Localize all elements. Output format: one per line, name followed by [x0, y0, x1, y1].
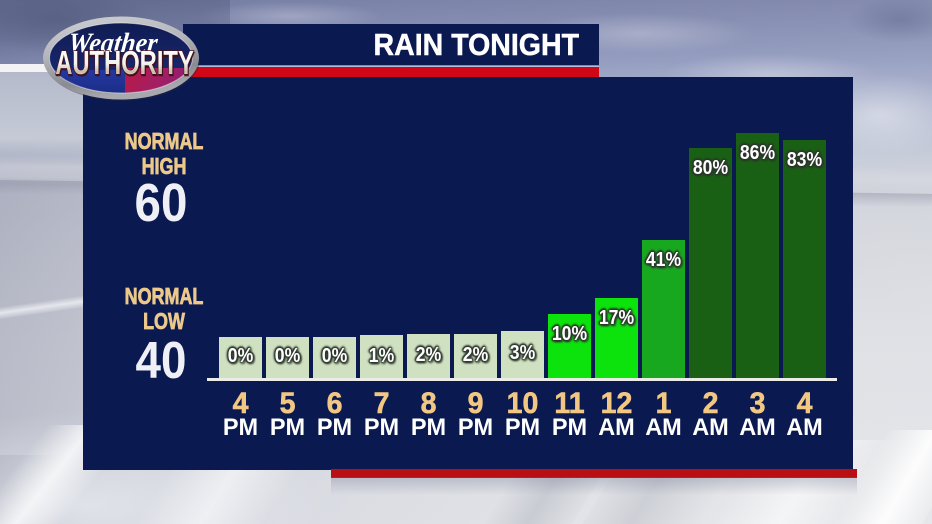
svg-text:AUTHORITY: AUTHORITY [56, 47, 195, 84]
svg-text:AUTHORITY: AUTHORITY [55, 45, 194, 82]
svg-text:Weather: Weather [67, 27, 160, 58]
